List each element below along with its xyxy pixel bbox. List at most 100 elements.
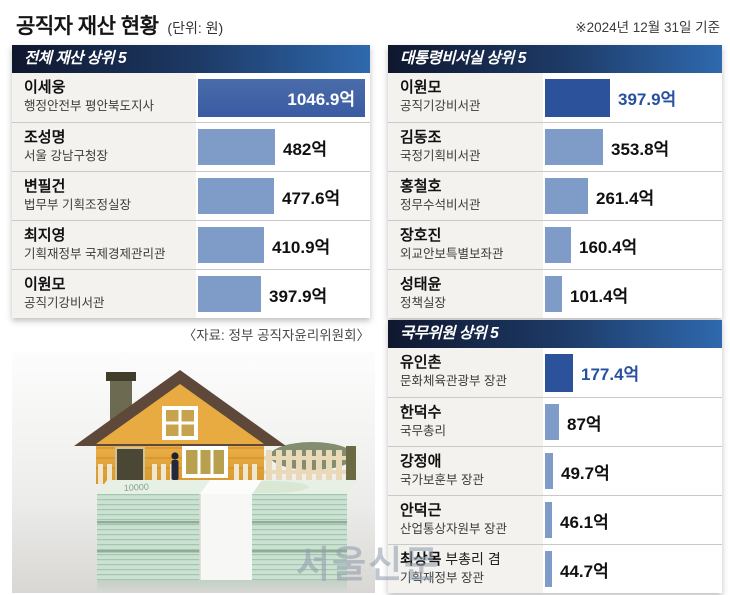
asset-bar bbox=[545, 78, 610, 117]
official-title: 국무총리 bbox=[400, 423, 447, 438]
asset-bar bbox=[545, 276, 562, 312]
asset-bar bbox=[545, 551, 552, 587]
asset-value: 353.8억 bbox=[611, 139, 670, 159]
official-name: 최상목 부총리 겸 bbox=[400, 551, 501, 568]
money-stack-shape: 10000 bbox=[97, 480, 357, 593]
bar-cell: 46.1억 bbox=[543, 496, 722, 544]
asset-value: 261.4억 bbox=[596, 188, 655, 208]
page-title: 공직자 재산 현황 bbox=[16, 15, 159, 38]
house-shape bbox=[74, 370, 356, 485]
official-title: 정책실장 bbox=[400, 295, 447, 310]
official-name: 이원모 bbox=[400, 79, 442, 96]
person-figurine bbox=[171, 452, 179, 480]
asset-value: 397.9억 bbox=[618, 90, 677, 109]
official-title: 공직기강비서관 bbox=[24, 295, 105, 310]
official-title: 기획재정부 장관 bbox=[400, 570, 484, 585]
asset-bar bbox=[198, 276, 261, 312]
official-title: 법무부 기획조정실장 bbox=[24, 197, 131, 212]
bar-cell: 482억 bbox=[196, 123, 370, 171]
official-name: 변필건 bbox=[24, 178, 66, 195]
bar-cell: 353.8억 bbox=[543, 123, 722, 171]
official-name: 이세웅 bbox=[24, 79, 66, 96]
asset-bar bbox=[545, 502, 552, 538]
official-name: 홍철호 bbox=[400, 178, 442, 195]
asset-bar bbox=[545, 353, 573, 392]
table-row: 유인촌 문화체육관광부 장관 177.4억 bbox=[388, 348, 722, 397]
unit-label: (단위: 원) bbox=[167, 20, 224, 36]
official-title: 행정안전부 평안북도지사 bbox=[24, 98, 154, 113]
official-title: 기획재정부 국제경제관리관 bbox=[24, 246, 166, 261]
asset-value: 477.6억 bbox=[282, 188, 341, 208]
asset-value: 410.9억 bbox=[272, 237, 331, 257]
row-label: 홍철호 정무수석비서관 bbox=[388, 172, 543, 220]
bar-cell: 177.4억 bbox=[543, 348, 722, 397]
official-title: 국정기획비서관 bbox=[400, 148, 481, 163]
asset-bar bbox=[198, 178, 274, 214]
panel-title: 대통령비서실 상위 5 bbox=[388, 45, 722, 73]
as-of-date: ※2024년 12월 31일 기준 bbox=[575, 20, 720, 35]
row-label: 조성명 서울 강남구청장 bbox=[12, 123, 196, 171]
bar-cell: 397.9억 bbox=[543, 73, 722, 122]
asset-value: 49.7억 bbox=[561, 463, 610, 483]
row-label: 장호진 외교안보특별보좌관 bbox=[388, 221, 543, 269]
official-name: 조성명 bbox=[24, 129, 66, 146]
table-row: 홍철호 정무수석비서관 261.4억 bbox=[388, 171, 722, 220]
table-row: 최상목 부총리 겸 기획재정부 장관 44.7억 bbox=[388, 544, 722, 593]
asset-value: 87억 bbox=[567, 414, 602, 434]
asset-value: 46.1억 bbox=[560, 512, 609, 532]
asset-value: 482억 bbox=[283, 139, 328, 159]
bar-cell: 87억 bbox=[543, 398, 722, 446]
asset-bar bbox=[545, 453, 553, 489]
asset-bar bbox=[545, 129, 603, 165]
bar-cell: 160.4억 bbox=[543, 221, 722, 269]
row-label: 안덕근 산업통상자원부 장관 bbox=[388, 496, 543, 544]
asset-bar bbox=[545, 404, 559, 440]
official-name: 김동조 bbox=[400, 129, 442, 146]
house-money-photo: 10000 bbox=[12, 352, 375, 593]
official-name: 강정애 bbox=[400, 453, 442, 470]
bar-cell: 1046.9억 bbox=[196, 73, 370, 122]
official-name-suffix: 부총리 겸 bbox=[441, 551, 501, 567]
source-note: 〈자료: 정부 공직자윤리위원회〉 bbox=[182, 328, 370, 343]
row-label: 한덕수 국무총리 bbox=[388, 398, 543, 446]
official-name: 이원모 bbox=[24, 276, 66, 293]
bar-cell: 261.4억 bbox=[543, 172, 722, 220]
panel-title: 국무위원 상위 5 bbox=[388, 320, 722, 348]
asset-value: 1046.9억 bbox=[287, 90, 355, 109]
table-row: 안덕근 산업통상자원부 장관 46.1억 bbox=[388, 495, 722, 544]
official-title: 산업통상자원부 장관 bbox=[400, 521, 507, 536]
table-row: 한덕수 국무총리 87억 bbox=[388, 397, 722, 446]
asset-value: 177.4억 bbox=[581, 365, 640, 384]
asset-bar bbox=[545, 227, 571, 263]
asset-bar: 1046.9억 bbox=[198, 78, 365, 117]
table-row: 이원모 공직기강비서관 397.9억 bbox=[12, 269, 370, 318]
official-title: 외교안보특별보좌관 bbox=[400, 246, 504, 261]
bar-cell: 101.4억 bbox=[543, 270, 722, 318]
asset-value: 101.4억 bbox=[570, 286, 629, 306]
bar-cell: 44.7억 bbox=[543, 545, 722, 593]
official-title: 국가보훈부 장관 bbox=[400, 472, 484, 487]
official-name: 성태윤 bbox=[400, 276, 442, 293]
official-title: 공직기강비서관 bbox=[400, 98, 481, 113]
official-name: 최지영 bbox=[24, 227, 66, 244]
asset-bar bbox=[198, 129, 275, 165]
official-name: 유인촌 bbox=[400, 354, 442, 371]
row-label: 유인촌 문화체육관광부 장관 bbox=[388, 348, 543, 397]
